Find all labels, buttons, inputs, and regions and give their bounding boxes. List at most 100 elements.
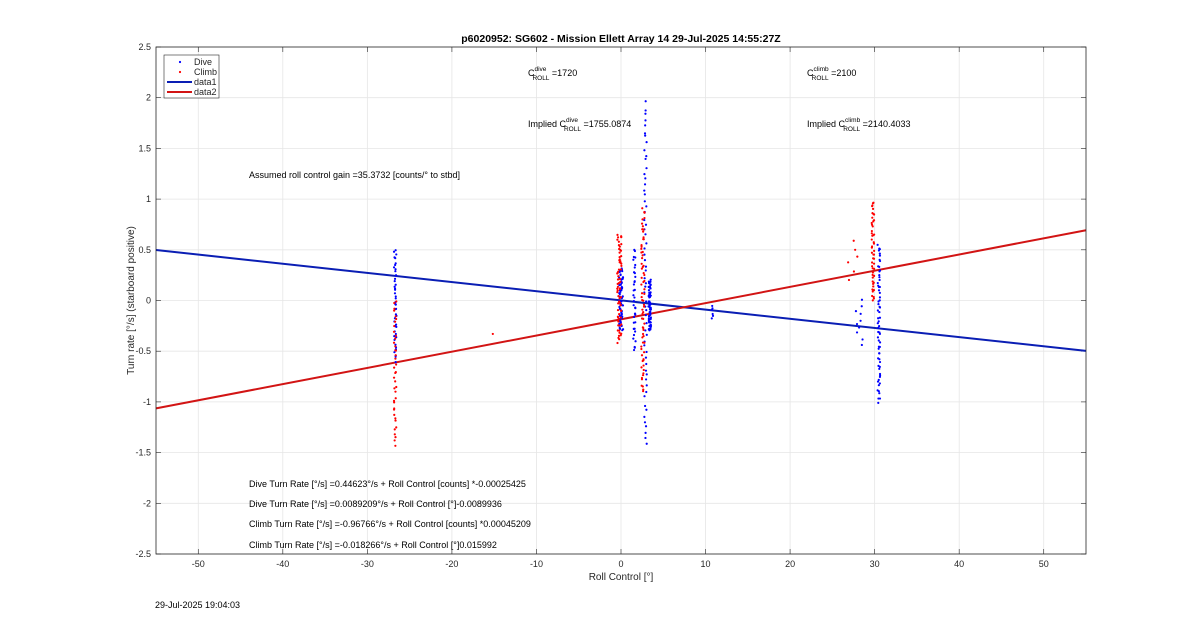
x-tick-label: -50 [192, 559, 205, 569]
x-axis-label: Roll Control [°] [589, 572, 654, 583]
dive-point [877, 303, 880, 306]
dive-point [649, 287, 652, 290]
dive-point [621, 270, 624, 273]
climb-point [642, 303, 646, 306]
dive-point [876, 389, 879, 392]
dive-point [877, 378, 880, 381]
climb-point [394, 354, 397, 357]
climb-point [643, 211, 646, 214]
dive-point [621, 277, 624, 281]
y-axis-label: Turn rate [°/s] (starboard positive) [126, 226, 137, 375]
climb-point [641, 326, 644, 329]
dive-point [633, 312, 637, 315]
legend-box [163, 54, 220, 99]
dive-point [620, 300, 623, 303]
dive-point [647, 280, 651, 283]
dive-point [878, 360, 882, 364]
climb-point [616, 341, 619, 345]
dive-point [859, 319, 862, 322]
dive-point [645, 442, 648, 445]
legend: Dive Climb data1 data2 [163, 54, 220, 99]
climb-fit-counts-annotation: Climb Turn Rate [°/s] =-0.96766°/s + Rol… [249, 519, 531, 529]
climb-point [871, 273, 874, 277]
legend-label-data1: data1 [194, 77, 217, 87]
climb-point [640, 222, 644, 225]
climb-point [618, 251, 621, 254]
dive-point [643, 421, 647, 424]
climb-point [870, 223, 874, 226]
dive-point [647, 300, 650, 303]
dive-point [644, 233, 647, 236]
climb-point [618, 255, 621, 259]
climb-point [642, 317, 645, 320]
climb-point [642, 305, 646, 308]
climb-point [642, 264, 645, 267]
cclimb-value: =2100 [829, 68, 857, 78]
dive-point [854, 309, 858, 313]
dive-point [394, 313, 398, 316]
climb-point [641, 298, 644, 302]
climb-point [643, 279, 646, 283]
climb-point [641, 332, 645, 336]
legend-marker-dive [178, 60, 182, 64]
dive-point [620, 311, 623, 314]
axes-box [155, 46, 1087, 555]
climb-point [642, 328, 645, 331]
climb-point [643, 288, 646, 291]
dive-point [632, 255, 635, 259]
climb-point [872, 220, 875, 223]
implied-climb-sub: ROLL [843, 126, 860, 133]
dive-point [643, 183, 647, 186]
legend-label-dive: Dive [194, 57, 212, 67]
climb-point [871, 267, 874, 270]
climb-point [642, 230, 645, 233]
x-tick-label: 20 [785, 559, 795, 569]
dive-point [632, 300, 635, 303]
climb-point [871, 205, 874, 208]
dive-point [644, 100, 647, 103]
dive-point [618, 326, 621, 330]
dive-point [394, 297, 397, 300]
dive-point [643, 404, 647, 408]
climb-point [642, 334, 645, 338]
climb-point [394, 345, 397, 348]
climb-point [641, 257, 644, 260]
climb-point [641, 207, 644, 210]
dive-point [645, 309, 648, 312]
dive-point [858, 326, 861, 329]
climb-point [394, 357, 397, 360]
climb-point [617, 240, 620, 243]
climb-point [871, 282, 875, 286]
climb-point [394, 334, 397, 337]
dive-point [643, 415, 646, 418]
climb-point [640, 354, 644, 357]
dive-point [644, 109, 647, 112]
implied-dive-annotation: Implied Cdive ROLL =1755.0874 [528, 117, 631, 133]
climb-point [641, 254, 644, 257]
climb-point [871, 207, 875, 210]
climb-point [872, 285, 875, 288]
climb-point [642, 238, 645, 241]
climb-point [870, 238, 873, 241]
dive-point [878, 274, 881, 277]
dive-point [633, 248, 636, 252]
dive-point [878, 324, 881, 328]
dive-point [644, 285, 647, 288]
dive-point [644, 431, 647, 434]
climb-point [616, 236, 620, 239]
x-tick-label: 30 [870, 559, 880, 569]
climb-point [619, 301, 622, 304]
climb-point [640, 292, 644, 295]
dive-point [633, 345, 636, 349]
dive-point [878, 296, 882, 299]
implied-climb-sup: climb [845, 117, 861, 124]
dive-point [861, 338, 864, 341]
climb-point [870, 261, 874, 264]
climb-point [394, 380, 397, 383]
dive-point [648, 302, 652, 305]
climb-point [640, 384, 643, 387]
climb-point [642, 358, 645, 361]
dive-point [643, 247, 646, 250]
climb-point [617, 295, 620, 298]
